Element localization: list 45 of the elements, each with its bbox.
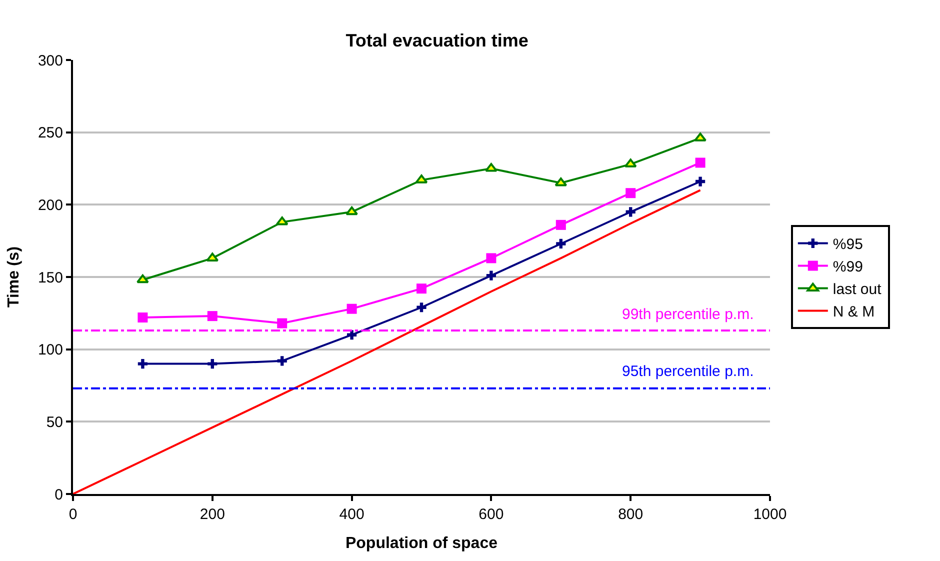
point — [554, 177, 568, 186]
point — [346, 206, 358, 216]
y-tick-label: 200 — [38, 196, 63, 214]
point — [136, 274, 149, 284]
legend-label: %95 — [832, 236, 863, 254]
point — [485, 163, 498, 172]
x-tick-label: 400 — [339, 506, 364, 523]
point — [347, 330, 357, 340]
point — [207, 311, 218, 322]
point — [208, 359, 218, 369]
chart-title: Total evacuation time — [346, 30, 528, 50]
point — [556, 220, 566, 230]
point — [346, 304, 357, 314]
point — [696, 176, 706, 186]
y-tick-label: 150 — [38, 269, 63, 286]
point — [626, 188, 636, 198]
y-tick-label: 250 — [38, 124, 63, 142]
y-tick-label: 0 — [54, 486, 63, 504]
x-tick-label: 800 — [618, 506, 644, 523]
x-tick-label: 600 — [478, 506, 504, 523]
legend-label: last out — [832, 281, 882, 298]
ref-line-label: 95th percentile p.m. — [622, 363, 754, 380]
x-tick-label: 1000 — [753, 506, 787, 523]
point — [138, 312, 148, 323]
ref-line-label: 99th percentile p.m. — [622, 306, 754, 323]
point — [486, 253, 496, 264]
point — [277, 356, 287, 366]
y-tick-label: 100 — [38, 342, 63, 359]
legend-label: N & M — [832, 304, 875, 321]
x-tick-label: 200 — [200, 506, 225, 523]
point — [626, 207, 636, 217]
legend-label: %99 — [832, 258, 863, 276]
point — [416, 302, 426, 312]
y-tick-label: 300 — [38, 52, 63, 70]
y-axis-title: Time (s) — [5, 246, 22, 308]
point — [556, 238, 566, 249]
point — [694, 132, 706, 142]
point — [695, 158, 706, 168]
point — [138, 359, 148, 369]
x-axis-title: Population of space — [345, 535, 498, 552]
x-tick-label: 0 — [68, 506, 78, 523]
point — [486, 270, 496, 280]
y-tick-label: 50 — [46, 414, 63, 431]
point — [416, 284, 426, 294]
point — [277, 318, 288, 328]
